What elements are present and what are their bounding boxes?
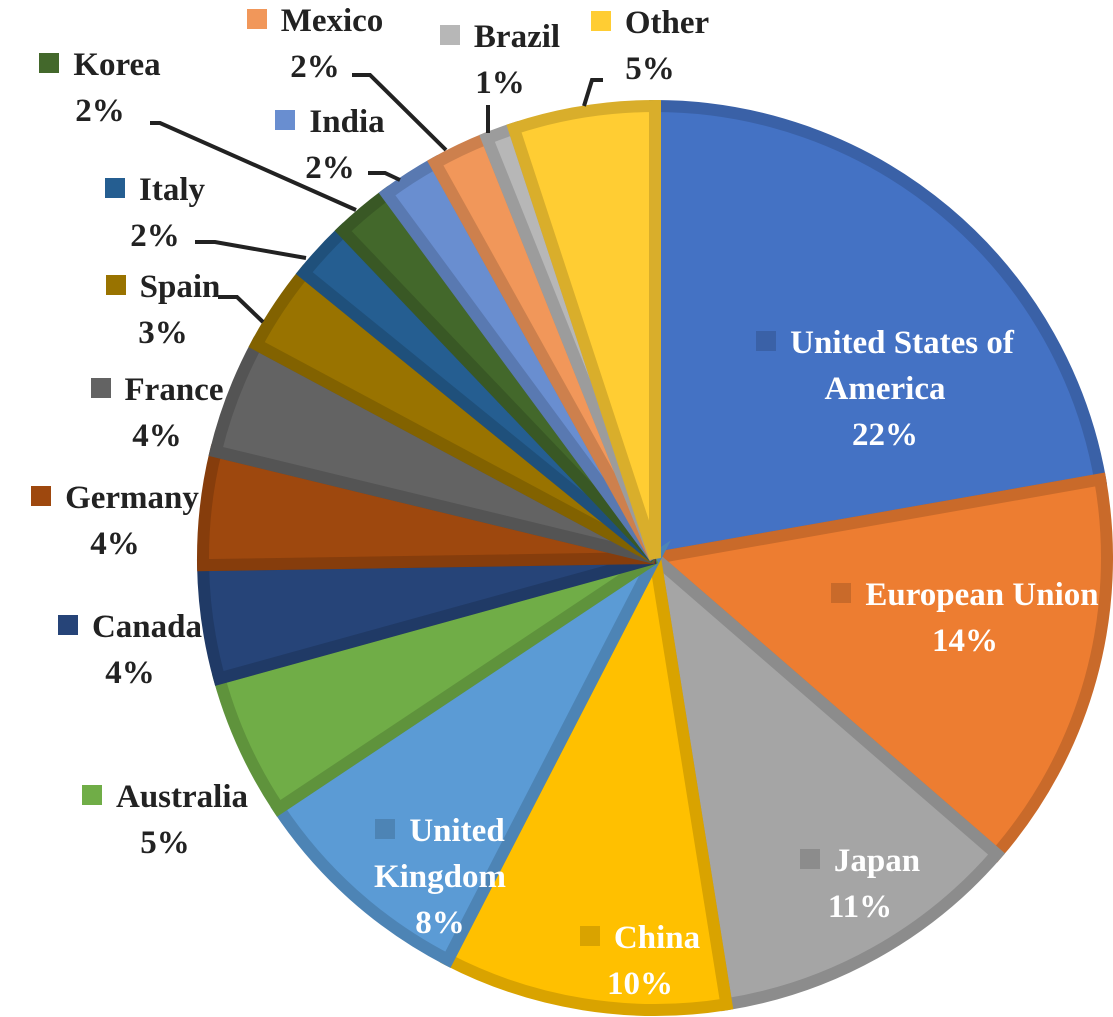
slice-label: European Union 14% <box>815 572 1113 664</box>
legend-marker <box>31 486 52 506</box>
slice-label: United States of America 22% <box>735 320 1035 458</box>
leader-line <box>352 73 448 152</box>
legend-marker <box>275 110 296 130</box>
leader-line <box>218 295 265 324</box>
value-label: 5% <box>625 51 675 87</box>
value-label: 4% <box>105 655 155 691</box>
category-label: European Union <box>865 577 1099 613</box>
value-label: 2% <box>290 49 340 85</box>
category-label: Canada <box>91 609 203 645</box>
slice-label: India 2% <box>230 99 430 191</box>
pie-slice <box>641 472 1113 863</box>
value-label: 10% <box>607 966 673 1002</box>
slice-label: Other 5% <box>550 0 750 92</box>
value-label: 2% <box>130 218 180 254</box>
category-label: Korea <box>73 47 161 83</box>
value-label: 4% <box>132 418 182 454</box>
category-label: Brazil <box>473 19 561 55</box>
pie-slice <box>649 99 1108 566</box>
slice-label: Germany 4% <box>0 475 235 567</box>
category-label: France <box>124 372 224 408</box>
pie-slice <box>646 542 1006 1012</box>
legend-marker <box>831 583 852 603</box>
legend-marker <box>105 178 125 198</box>
slice-label: Italy 2% <box>55 167 255 259</box>
legend-marker <box>590 11 611 31</box>
pie-slice <box>506 99 661 560</box>
value-label: 3% <box>138 315 188 351</box>
slice-label: United Kingdom 8% <box>355 808 525 946</box>
legend-marker <box>799 849 820 869</box>
category-label: Germany <box>65 480 199 516</box>
legend-marker <box>579 926 600 946</box>
slice-label: Brazil 1% <box>400 14 600 106</box>
slices <box>196 99 1113 1016</box>
legend-marker <box>756 331 777 351</box>
leader-line <box>150 121 357 212</box>
category-label: United Kingdom <box>373 813 507 895</box>
value-label: 4% <box>90 526 140 562</box>
leader-line <box>582 78 603 107</box>
value-label: 14% <box>932 623 998 659</box>
slice-label: Korea 2% <box>0 42 200 134</box>
value-label: 2% <box>305 150 355 186</box>
category-label: Australia <box>116 779 248 815</box>
value-label: 2% <box>75 93 125 129</box>
category-label: Other <box>624 5 710 41</box>
category-label: India <box>309 104 385 140</box>
value-label: 11% <box>827 889 893 925</box>
category-label: Spain <box>139 269 221 305</box>
value-label: 1% <box>475 65 525 101</box>
pie-slice <box>439 539 734 1016</box>
leader-line <box>368 171 401 182</box>
value-label: 5% <box>140 825 190 861</box>
category-label: China <box>613 920 701 956</box>
slice-label: France 4% <box>42 367 272 459</box>
category-label: Mexico <box>280 3 384 39</box>
slice-label: Spain 3% <box>63 264 263 356</box>
legend-marker <box>246 9 267 29</box>
category-label: United States of America <box>790 325 1014 407</box>
legend-marker <box>105 275 126 295</box>
slice-label: Canada 4% <box>20 604 240 696</box>
value-label: 22% <box>852 417 918 453</box>
legend-marker <box>375 819 396 839</box>
value-label: 8% <box>415 905 465 941</box>
legend-marker <box>90 378 111 398</box>
slice-label: Mexico 2% <box>215 0 415 90</box>
legend-marker <box>439 25 460 45</box>
category-label: Italy <box>139 172 205 208</box>
slice-label: Australia 5% <box>45 774 285 866</box>
legend-marker <box>82 785 102 805</box>
slice-label: Japan 11% <box>760 838 960 930</box>
leader-lines <box>150 73 603 324</box>
category-label: Japan <box>833 843 921 879</box>
slice-label: China 10% <box>540 915 740 1007</box>
leader-line <box>195 240 307 260</box>
pie-slice <box>270 540 671 968</box>
legend-marker <box>39 53 60 73</box>
legend-marker <box>57 615 78 635</box>
